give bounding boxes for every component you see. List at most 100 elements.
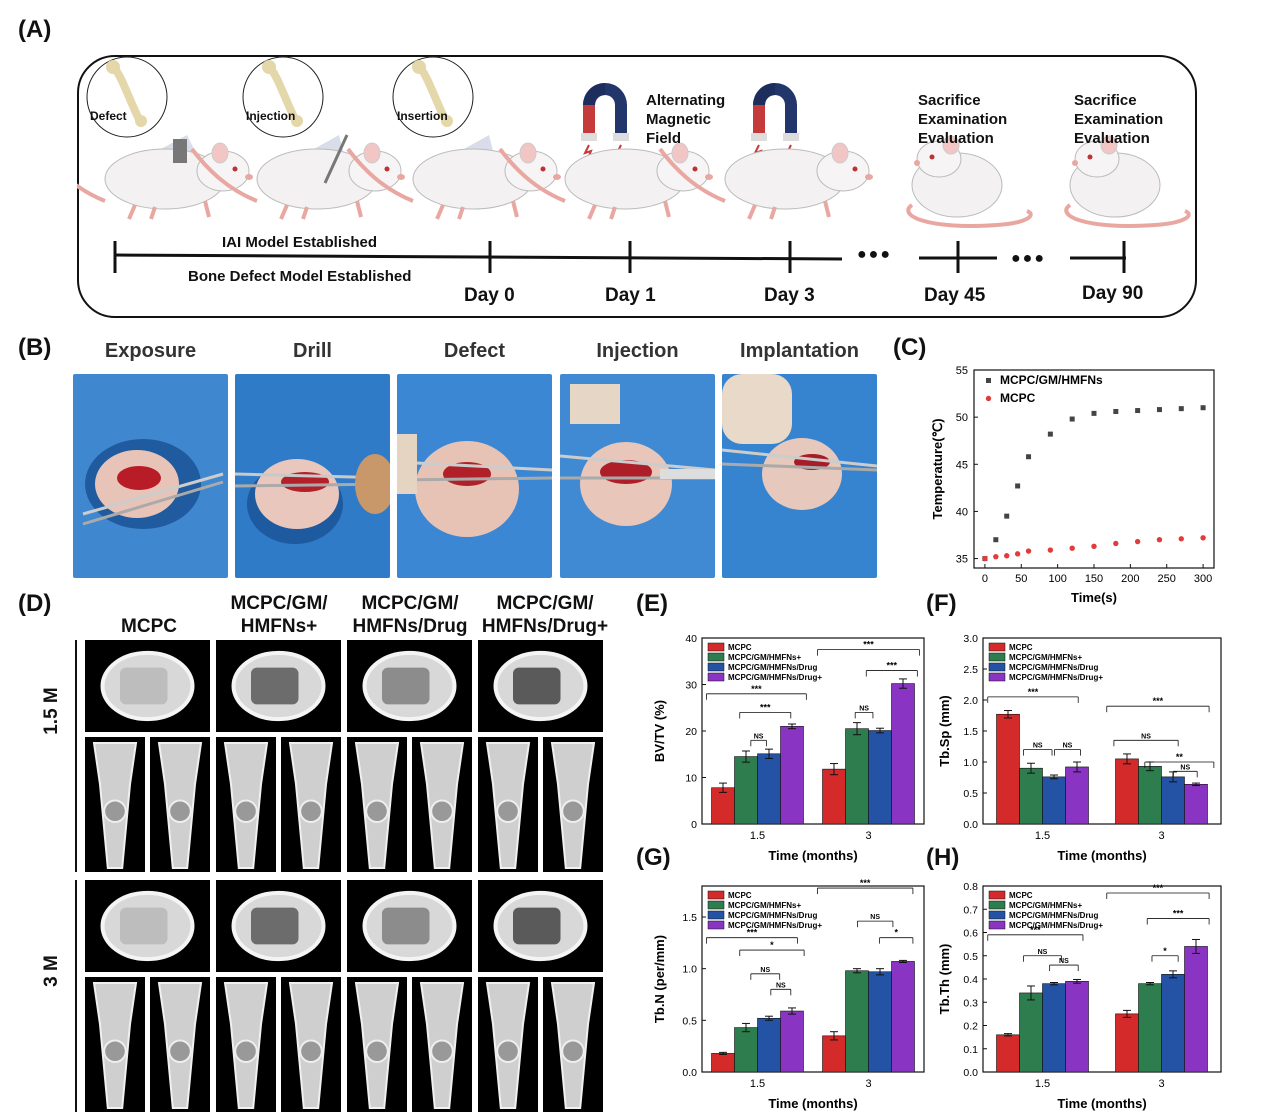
legend-label: MCPC bbox=[1009, 643, 1033, 652]
ct-row-label-3m: 3 M bbox=[41, 955, 62, 987]
bar bbox=[1161, 776, 1185, 825]
point-mcpc bbox=[1014, 551, 1021, 557]
y-tick-label: 0.5 bbox=[963, 951, 978, 963]
legend-swatch bbox=[988, 920, 1006, 930]
bar bbox=[1042, 983, 1066, 1073]
timeline-illustration bbox=[77, 55, 1191, 273]
legend-swatch bbox=[988, 910, 1006, 920]
point-hmfns bbox=[993, 537, 999, 543]
bar bbox=[711, 1053, 735, 1073]
x-tick-label: 0 bbox=[982, 573, 988, 585]
ct-defect bbox=[299, 1039, 323, 1064]
sig-label: NS bbox=[1063, 743, 1073, 750]
ct-column-hmfns-drug-plus: MCPC/GM/ HMFNs/Drug+ bbox=[481, 593, 609, 637]
x-tick-label: 1.5 bbox=[750, 830, 765, 842]
legend-swatch bbox=[707, 642, 725, 652]
legend-swatch bbox=[988, 662, 1006, 672]
ct-implant bbox=[251, 907, 299, 945]
ct-image-grid bbox=[85, 640, 603, 1112]
y-tick-label: 30 bbox=[685, 680, 697, 692]
ct-implant bbox=[120, 667, 168, 705]
bar bbox=[757, 1017, 781, 1073]
y-tick-label: 0.6 bbox=[963, 928, 978, 940]
sig-label: ** bbox=[1176, 752, 1184, 762]
x-axis-label: Time (months) bbox=[768, 848, 857, 863]
ct-row-divider-2 bbox=[75, 880, 77, 1112]
ct-implant bbox=[513, 907, 561, 945]
panel-label-c: (C) bbox=[893, 334, 927, 361]
bar bbox=[780, 726, 804, 825]
y-tick-label: 1.0 bbox=[682, 964, 697, 976]
point-hmfns bbox=[1091, 410, 1097, 416]
ct-defect bbox=[430, 799, 454, 824]
x-tick-label: 300 bbox=[1194, 573, 1212, 585]
y-axis-label: BV/TV (%) bbox=[652, 700, 667, 762]
y-tick-label: 55 bbox=[956, 365, 968, 377]
legend-label: MCPC/GM/HMFNs/Drug+ bbox=[728, 673, 822, 682]
day-0-label: Day 0 bbox=[464, 285, 515, 306]
sig-label: *** bbox=[863, 640, 874, 650]
bar bbox=[734, 756, 758, 825]
sig-label: *** bbox=[1153, 883, 1164, 893]
bar bbox=[1115, 758, 1139, 825]
legend-label: MCPC/GM/HMFNs/Drug bbox=[1009, 911, 1098, 920]
point-hmfns bbox=[1026, 454, 1032, 460]
surgery-title-injection: Injection bbox=[596, 340, 679, 362]
legend-swatch bbox=[988, 652, 1006, 662]
point-mcpc bbox=[1025, 548, 1032, 554]
panel-label-e: (E) bbox=[636, 590, 668, 617]
x-tick-label: 3 bbox=[865, 1078, 871, 1090]
y-tick-label: 1.5 bbox=[682, 912, 697, 924]
x-axis-label: Time(s) bbox=[1071, 590, 1117, 605]
legend-swatch bbox=[988, 900, 1006, 910]
ct-defect bbox=[496, 1039, 520, 1064]
ct-column-hmfns-drug: MCPC/GM/ HMFNs/Drug bbox=[352, 593, 468, 637]
y-tick-label: 0.7 bbox=[963, 904, 978, 916]
legend-label: MCPC/GM/HMFNs/Drug bbox=[728, 663, 817, 672]
sig-label: *** bbox=[1028, 687, 1039, 697]
sig-label: *** bbox=[860, 878, 871, 888]
bar bbox=[822, 768, 846, 825]
legend-swatch bbox=[988, 890, 1006, 900]
ct-implant bbox=[120, 907, 168, 945]
point-hmfns bbox=[1004, 513, 1010, 519]
y-tick-label: 40 bbox=[685, 633, 697, 645]
legend-swatch bbox=[988, 672, 1006, 682]
point-hmfns bbox=[1135, 408, 1141, 414]
sacrifice-label-90: Sacrifice Examination Evaluation bbox=[1074, 92, 1164, 147]
tbsp-chart: 0.0 0.5 1.0 1.5 2.0 2.5 3.0 Tb.Sp (mm) 1.5 3 Time … bbox=[937, 633, 1222, 863]
ct-defect bbox=[561, 799, 585, 824]
bone-defect-model-label: Bone Defect Model Established bbox=[188, 268, 412, 285]
ct-defect bbox=[299, 799, 323, 824]
bar bbox=[1184, 946, 1208, 1073]
legend-swatch bbox=[707, 662, 725, 672]
plot-frame bbox=[701, 885, 925, 1073]
sig-label: NS bbox=[1033, 743, 1043, 750]
bar bbox=[891, 683, 915, 825]
ct-defect bbox=[365, 799, 389, 824]
ct-column-mcpc: MCPC bbox=[121, 616, 177, 637]
ct-defect bbox=[234, 1039, 258, 1064]
bar bbox=[845, 970, 869, 1073]
point-hmfns bbox=[1113, 408, 1119, 414]
bar bbox=[1065, 766, 1089, 825]
legend-marker bbox=[985, 395, 992, 402]
day-3-label: Day 3 bbox=[764, 285, 815, 306]
x-tick-label: 3 bbox=[865, 830, 871, 842]
legend-label: MCPC bbox=[728, 891, 752, 900]
x-tick-label: 250 bbox=[1158, 573, 1176, 585]
bar bbox=[757, 753, 781, 825]
ct-row-label-1-5m-wrap: 1.5 M bbox=[22, 660, 72, 760]
y-tick-label: 0 bbox=[691, 819, 697, 831]
y-tick-label: 20 bbox=[685, 726, 697, 738]
bar bbox=[868, 971, 892, 1073]
bar bbox=[1019, 767, 1043, 825]
point-mcpc bbox=[1134, 538, 1141, 545]
legend-swatch bbox=[707, 910, 725, 920]
sig-label: NS bbox=[870, 914, 880, 921]
field-label: Alternating Magnetic Field bbox=[646, 92, 726, 147]
step-label-defect: Defect bbox=[90, 109, 127, 123]
x-tick-label: 1.5 bbox=[750, 1078, 765, 1090]
ct-row-label-3m-wrap: 3 M bbox=[22, 920, 72, 1020]
legend-label: MCPC/GM/HMFNs/Drug bbox=[1009, 663, 1098, 672]
